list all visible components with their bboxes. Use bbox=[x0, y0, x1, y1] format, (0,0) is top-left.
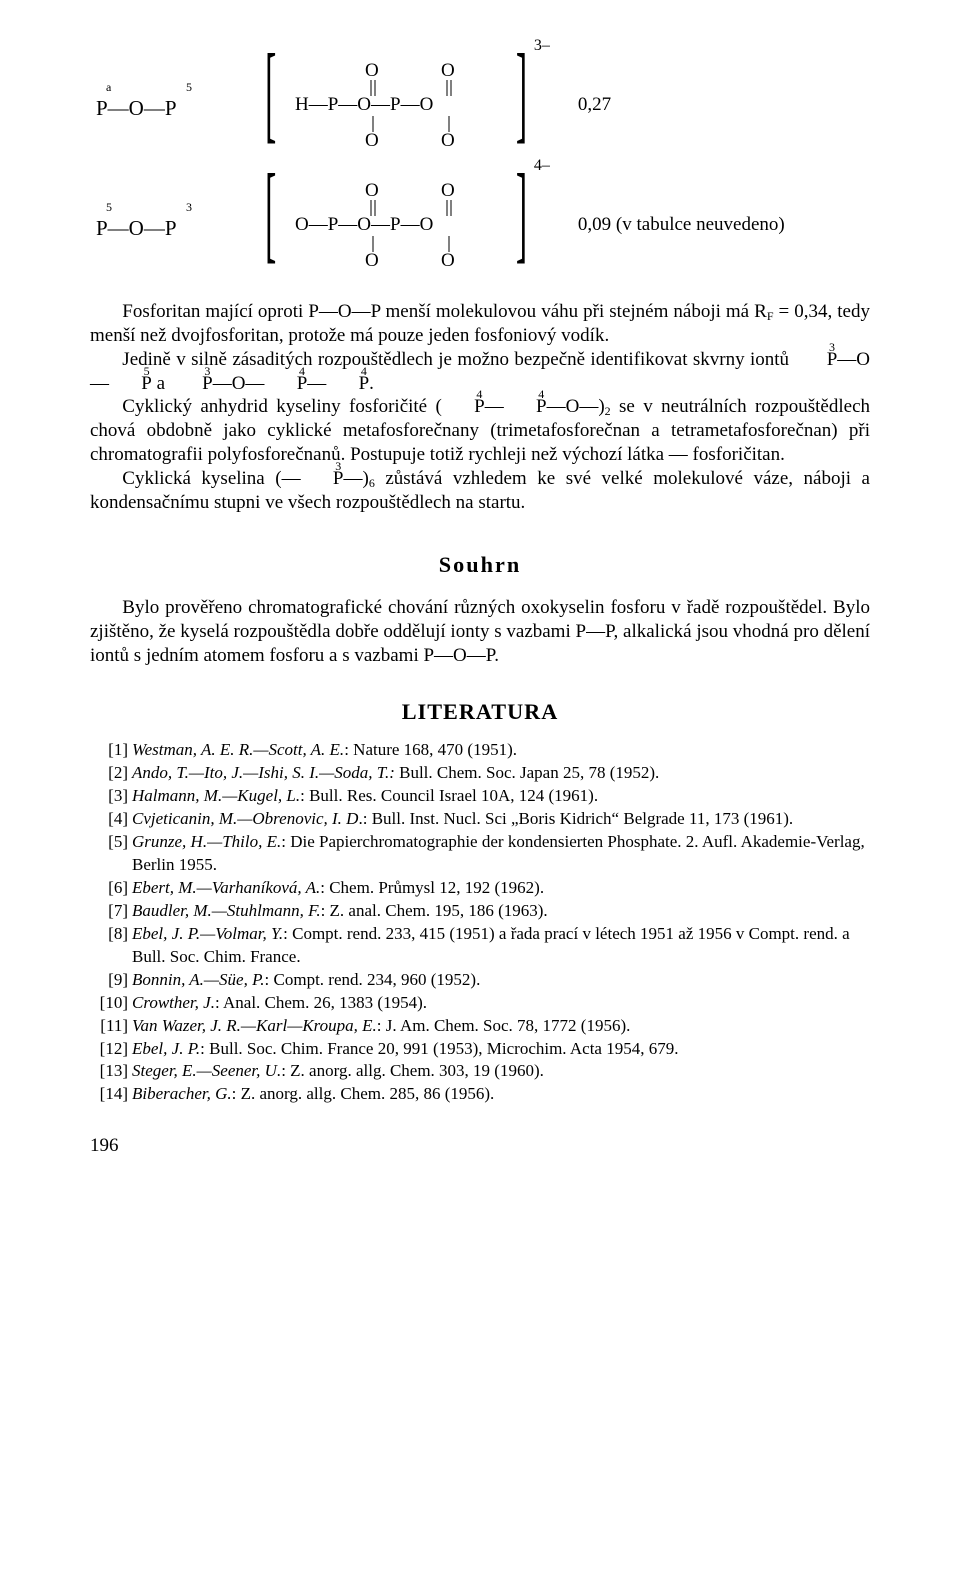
ref-number: [12] bbox=[90, 1038, 132, 1061]
struct2-svg: O O O—P—O—P—O O O bbox=[281, 180, 511, 270]
svg-text:O—P—O—P—O: O—P—O—P—O bbox=[295, 214, 433, 235]
left-formula-2: P—O—P bbox=[96, 216, 177, 240]
ref-number: [10] bbox=[90, 992, 132, 1015]
reference-item: [9]Bonnin, A.—Süe, P.: Compt. rend. 234,… bbox=[90, 969, 870, 992]
reference-item: [10]Crowther, J.: Anal. Chem. 26, 1383 (… bbox=[90, 992, 870, 1015]
ref-number: [6] bbox=[90, 877, 132, 900]
svg-text:O: O bbox=[441, 250, 455, 270]
overscript: 3 bbox=[186, 200, 192, 214]
reference-item: [1]Westman, A. E. R.—Scott, A. E.: Natur… bbox=[90, 739, 870, 762]
reference-item: [6]Ebert, M.—Varhaníková, A.: Chem. Prům… bbox=[90, 877, 870, 900]
ref-text: Halmann, M.—Kugel, L.: Bull. Res. Counci… bbox=[132, 785, 870, 808]
literatura-heading: LITERATURA bbox=[90, 698, 870, 726]
rf-2: 0,09 (v tabulce neuvedeno) bbox=[548, 213, 785, 237]
reference-item: [4]Cvjeticanin, M.—Obrenovic, I. D.: Bul… bbox=[90, 808, 870, 831]
svg-text:O: O bbox=[365, 180, 379, 201]
ref-text: Van Wazer, J. R.—Karl—Kroupa, E.: J. Am.… bbox=[132, 1015, 870, 1038]
svg-text:O: O bbox=[365, 60, 379, 81]
charge-1: 3– bbox=[534, 36, 550, 56]
svg-text:O: O bbox=[441, 180, 455, 201]
souhrn-heading: Souhrn bbox=[90, 551, 870, 579]
ov-p: 4P bbox=[442, 395, 485, 419]
overscript: 5 bbox=[106, 200, 112, 214]
reference-item: [2]Ando, T.—Ito, J.—Ishi, S. I.—Soda, T.… bbox=[90, 762, 870, 785]
ref-text: Cvjeticanin, M.—Obrenovic, I. D.: Bull. … bbox=[132, 808, 870, 831]
ref-text: Bonnin, A.—Süe, P.: Compt. rend. 234, 96… bbox=[132, 969, 870, 992]
svg-text:O: O bbox=[365, 250, 379, 270]
ref-number: [1] bbox=[90, 739, 132, 762]
ref-number: [9] bbox=[90, 969, 132, 992]
left-species-2: 5 3 P—O—P bbox=[90, 199, 265, 252]
paragraph-3: Cyklický anhydrid kyseliny fosforičité (… bbox=[90, 395, 870, 467]
ov-p: 3P bbox=[301, 467, 344, 491]
ref-number: [2] bbox=[90, 762, 132, 785]
ov-p: 4P bbox=[264, 372, 307, 396]
p1a: Fosforitan mající oproti P—O—P menší mol… bbox=[122, 301, 767, 322]
ref-number: [14] bbox=[90, 1083, 132, 1106]
ov-p: 3P bbox=[170, 372, 213, 396]
structure-row-2: 5 3 P—O—P [ O O O—P—O—P—O O O ] 4– 0,09 … bbox=[90, 180, 870, 270]
bracket-struct-1: [ O O H—P—O—P—O O O ] 3– bbox=[265, 60, 548, 150]
reference-list: [1]Westman, A. E. R.—Scott, A. E.: Natur… bbox=[90, 739, 870, 1106]
ref-text: Biberacher, G.: Z. anorg. allg. Chem. 28… bbox=[132, 1083, 870, 1106]
reference-item: [5]Grunze, H.—Thilo, E.: Die Papierchrom… bbox=[90, 831, 870, 877]
ref-number: [8] bbox=[90, 923, 132, 969]
overscript: a bbox=[106, 80, 112, 94]
ov-p: 4P bbox=[504, 395, 547, 419]
svg-text:O: O bbox=[441, 130, 455, 150]
rf-1: 0,27 bbox=[548, 93, 611, 117]
overscript: 5 bbox=[186, 80, 192, 94]
struct1-svg: O O H—P—O—P—O O O bbox=[281, 60, 511, 150]
reference-item: [13]Steger, E.—Seener, U.: Z. anorg. all… bbox=[90, 1060, 870, 1083]
p4b: zůstává vzhledem ke své velké molekulové… bbox=[90, 468, 870, 513]
ref-text: Westman, A. E. R.—Scott, A. E.: Nature 1… bbox=[132, 739, 870, 762]
ref-number: [5] bbox=[90, 831, 132, 877]
ref-text: Baudler, M.—Stuhlmann, F.: Z. anal. Chem… bbox=[132, 900, 870, 923]
ref-text: Ebel, J. P.—Volmar, Y.: Compt. rend. 233… bbox=[132, 923, 870, 969]
reference-item: [7]Baudler, M.—Stuhlmann, F.: Z. anal. C… bbox=[90, 900, 870, 923]
svg-text:O: O bbox=[365, 130, 379, 150]
paragraph-4: Cyklická kyselina (—3P—)6 zůstává vzhled… bbox=[90, 467, 870, 515]
page-number: 196 bbox=[90, 1134, 870, 1158]
ref-number: [11] bbox=[90, 1015, 132, 1038]
ref-number: [13] bbox=[90, 1060, 132, 1083]
structure-row-1: a 5 P—O—P [ O O H—P—O—P—O O O ] 3– 0,27 bbox=[90, 60, 870, 150]
ref-text: Grunze, H.—Thilo, E.: Die Papierchromato… bbox=[132, 831, 870, 877]
reference-item: [14]Biberacher, G.: Z. anorg. allg. Chem… bbox=[90, 1083, 870, 1106]
bracket-struct-2: [ O O O—P—O—P—O O O ] 4– bbox=[265, 180, 548, 270]
left-formula-2-svg: 5 3 P—O—P bbox=[90, 199, 220, 245]
svg-text:H—P—O—P—O: H—P—O—P—O bbox=[295, 94, 433, 115]
p1-sub: F bbox=[767, 309, 774, 323]
ref-number: [7] bbox=[90, 900, 132, 923]
ov-p: 5P bbox=[109, 372, 152, 396]
ref-text: Ebel, J. P.: Bull. Soc. Chim. France 20,… bbox=[132, 1038, 870, 1061]
paragraph-1: Fosforitan mající oproti P—O—P menší mol… bbox=[90, 300, 870, 348]
reference-item: [3]Halmann, M.—Kugel, L.: Bull. Res. Cou… bbox=[90, 785, 870, 808]
left-species-1: a 5 P—O—P bbox=[90, 79, 265, 132]
ref-text: Ebert, M.—Varhaníková, A.: Chem. Průmysl… bbox=[132, 877, 870, 900]
reference-item: [12]Ebel, J. P.: Bull. Soc. Chim. France… bbox=[90, 1038, 870, 1061]
charge-2: 4– bbox=[534, 156, 550, 176]
ref-number: [3] bbox=[90, 785, 132, 808]
ov-p: 4P bbox=[326, 372, 369, 396]
left-formula-1-svg: a 5 P—O—P bbox=[90, 79, 220, 125]
ref-text: Ando, T.—Ito, J.—Ishi, S. I.—Soda, T.: B… bbox=[132, 762, 870, 785]
svg-text:O: O bbox=[441, 60, 455, 81]
ref-text: Steger, E.—Seener, U.: Z. anorg. allg. C… bbox=[132, 1060, 870, 1083]
souhrn-body: Bylo prověřeno chromatografické chování … bbox=[90, 596, 870, 667]
ref-number: [4] bbox=[90, 808, 132, 831]
reference-item: [11]Van Wazer, J. R.—Karl—Kroupa, E.: J.… bbox=[90, 1015, 870, 1038]
left-formula-1: P—O—P bbox=[96, 96, 177, 120]
reference-item: [8]Ebel, J. P.—Volmar, Y.: Compt. rend. … bbox=[90, 923, 870, 969]
ref-text: Crowther, J.: Anal. Chem. 26, 1383 (1954… bbox=[132, 992, 870, 1015]
ov-p: 3P bbox=[794, 348, 837, 372]
